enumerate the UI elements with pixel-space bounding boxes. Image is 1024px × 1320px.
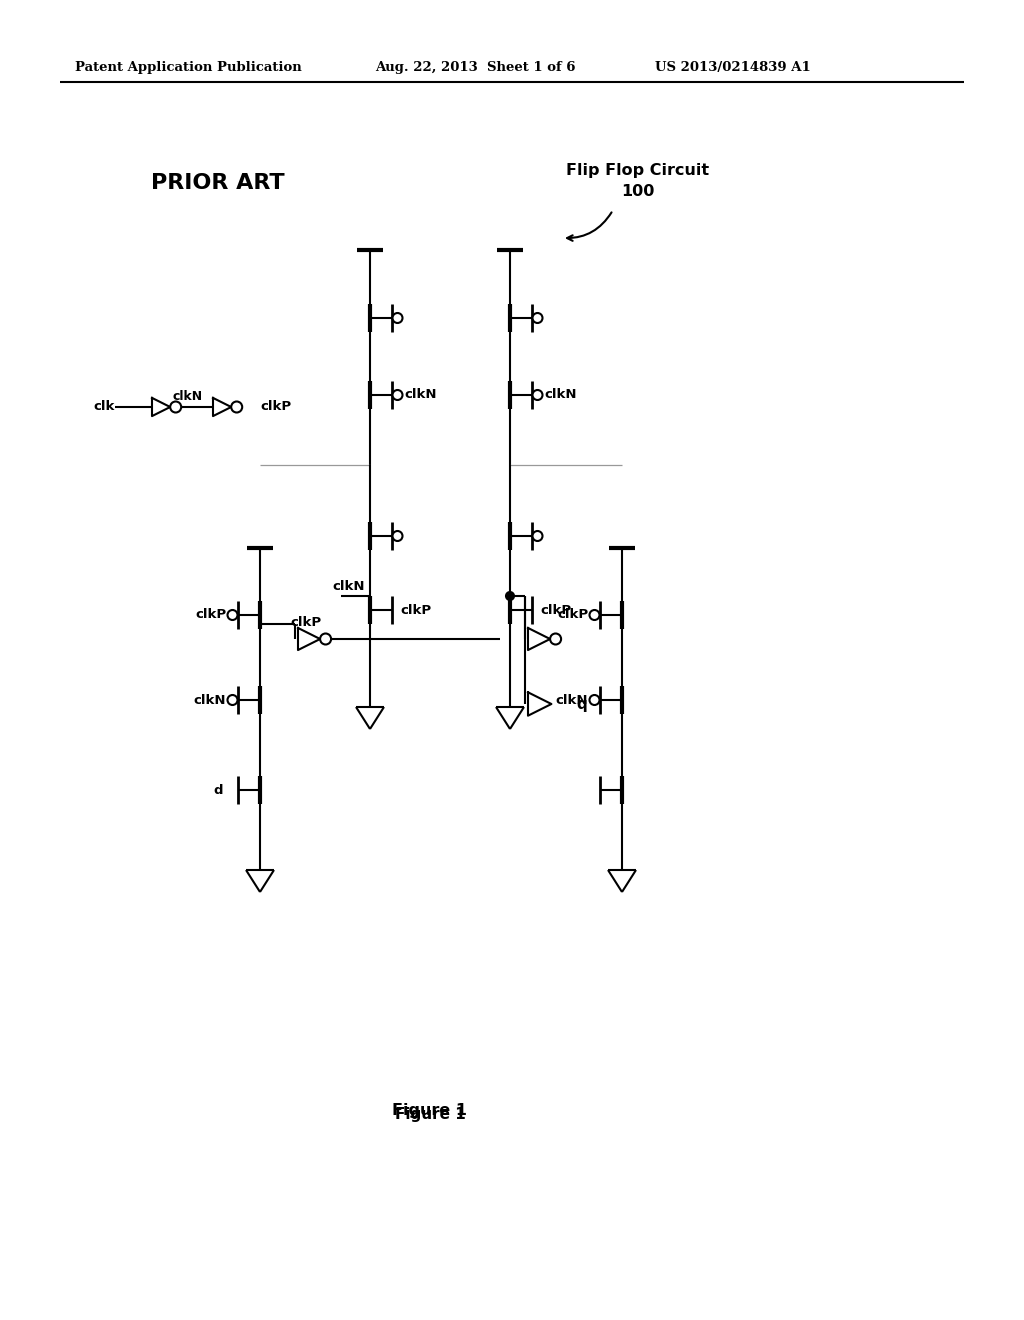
Circle shape [170, 401, 181, 412]
Text: clkN: clkN [555, 693, 588, 706]
Text: US 2013/0214839 A1: US 2013/0214839 A1 [655, 62, 811, 74]
Text: clkP: clkP [557, 609, 588, 622]
Text: clkP: clkP [195, 609, 226, 622]
Text: Figure 1: Figure 1 [394, 1107, 465, 1122]
Text: 100: 100 [622, 183, 654, 198]
Text: q: q [577, 697, 587, 711]
Circle shape [392, 389, 402, 400]
Circle shape [532, 531, 543, 541]
Text: clkN: clkN [173, 389, 203, 403]
Text: clkP: clkP [260, 400, 291, 413]
Circle shape [321, 634, 331, 644]
Text: clkN: clkN [404, 388, 436, 401]
Text: clkN: clkN [194, 693, 226, 706]
Text: clkN: clkN [333, 579, 365, 593]
Text: Aug. 22, 2013  Sheet 1 of 6: Aug. 22, 2013 Sheet 1 of 6 [375, 62, 575, 74]
Text: clkN: clkN [544, 388, 577, 401]
Circle shape [590, 610, 599, 620]
Text: Patent Application Publication: Patent Application Publication [75, 62, 302, 74]
Circle shape [532, 389, 543, 400]
Text: Flip Flop Circuit: Flip Flop Circuit [566, 164, 710, 178]
Circle shape [227, 696, 238, 705]
Text: clkP: clkP [540, 603, 571, 616]
Text: d: d [213, 784, 223, 796]
Circle shape [506, 591, 514, 601]
Text: clkP: clkP [291, 616, 322, 630]
Text: clkP: clkP [400, 603, 431, 616]
Text: PRIOR ART: PRIOR ART [152, 173, 285, 193]
Circle shape [231, 401, 243, 412]
Circle shape [590, 696, 599, 705]
Circle shape [392, 313, 402, 323]
Circle shape [550, 634, 561, 644]
Text: clk: clk [93, 400, 115, 413]
Circle shape [392, 531, 402, 541]
Text: Figure 1: Figure 1 [392, 1102, 468, 1118]
Circle shape [227, 610, 238, 620]
Circle shape [532, 313, 543, 323]
